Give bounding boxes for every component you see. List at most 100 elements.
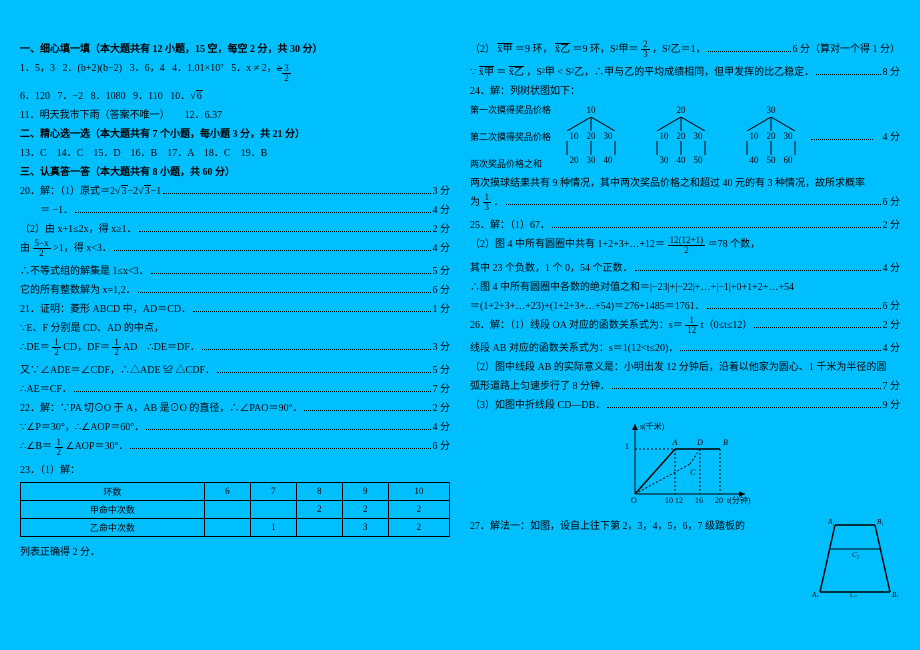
tree-branch-icon [741, 117, 801, 131]
points: 6 分 [433, 437, 451, 452]
text: 21．证明：菱形 ABCD 中，AD＝CD． [20, 300, 191, 315]
q24-line-1: 24．解：列树状图如下： [470, 82, 900, 97]
section-1-title: 一、细心填一填（本大题共有 12 小题，15 空，每空 2 分，共 30 分） [20, 40, 450, 55]
q21-line-1: 21．证明：菱形 ABCD 中，AD＝CD． 1 分 [20, 300, 450, 315]
text: ∵ x̄甲 ＝ x̄乙 ，S²甲 < S²乙，∴甲与乙的平均成绩相同，但甲发挥的… [470, 63, 814, 78]
q20-line-1: 20．解：（1）原式＝23−23−1 3 分 [20, 182, 450, 197]
dots [75, 205, 430, 213]
q25-line-4: ∴图 4 中所有圆圈中各数的绝对值之和＝|−23|+|−22|+…+|−1|+0… [470, 278, 900, 293]
tree-root: 20 [677, 105, 686, 115]
q24-line-3: 为 13 ． 6 分 [470, 193, 900, 212]
points: 5 分 [433, 361, 451, 376]
dots [707, 301, 881, 309]
text: 26．解：（1）线段 OA 对应的函数关系式为：s＝ 112 t（0≤t≤12） [470, 316, 752, 335]
q27-block: 27．解法一：如图，设自上往下第 2，3，4，5，6，7 级踏板的 A₁ B₁ … [470, 517, 900, 597]
text: 两次摸球结果共有 9 种情况，其中两次奖品价格之和超过 40 元的有 3 种情况… [470, 174, 865, 189]
cell [250, 500, 296, 518]
text: 25．解：（1）67． [470, 216, 550, 231]
tree-labels: 第一次摸得奖品价格 第二次摸得奖品价格 两次奖品价格之和 [470, 101, 551, 170]
q10: 10． [170, 87, 190, 102]
mc-answers: 13．C 14．C 15．D 16．B 17．A 18．C 19．B [20, 144, 450, 159]
points: 2 分 [883, 216, 901, 231]
points: 6 分 [883, 193, 901, 208]
q20-line-5: ∴不等式组的解集是 1≤x<3． 5 分 [20, 262, 450, 277]
score-table: 环数 6 7 8 9 10 甲命中次数 2 2 2 乙命中次数 1 3 2 [20, 482, 450, 537]
svg-text:A₈: A₈ [811, 591, 819, 597]
points: 6 分 [433, 281, 451, 296]
dots [552, 220, 881, 228]
text: ∴DE＝ 12 CD，DF＝ 12 AD ∴DE＝DF． [20, 338, 200, 357]
th: 6 [204, 482, 250, 500]
points: 2 分 [433, 220, 451, 235]
tree-branch-icon [561, 117, 621, 131]
svg-text:D: D [696, 438, 703, 447]
text: 三、认真答一答（本大题共有 8 小题，共 60 分） [20, 163, 235, 178]
q7: 7．−2 [58, 87, 84, 102]
tree-leaves: 10 20 30 [660, 131, 703, 141]
answers-row-2: 6．120 7．−2 8．1080 9．110 10． 6 [20, 87, 450, 102]
svg-text:A₁: A₁ [827, 518, 835, 526]
svg-text:s(千米): s(千米) [640, 421, 665, 431]
text: 24．解：列树状图如下： [470, 82, 580, 97]
text: 23．（1）解： [20, 461, 80, 476]
q20-line-3: （2）由 x+1≤2x，得 x≥1． 2 分 [20, 220, 450, 235]
dots [635, 263, 881, 271]
left-column: 一、细心填一填（本大题共有 12 小题，15 空，每空 2 分，共 30 分） … [20, 40, 450, 630]
q26-line-4: 弧形道路上匀速步行了 8 分钟． 7 分 [470, 377, 900, 392]
dots [612, 381, 881, 389]
svg-text:C₂: C₂ [852, 551, 860, 559]
dots [193, 304, 430, 312]
q25-line-5: ＝(1+2+3+…+23)+(1+2+3+…+54)＝276+1485＝1761… [470, 297, 900, 312]
q20-line-2: ＝ −1． 4 分 [20, 201, 450, 216]
dots [754, 320, 880, 328]
text: 线段 AB 对应的函数关系式为：s＝1(12<t≤20)． [470, 339, 678, 354]
tree-label-1: 第一次摸得奖品价格 [470, 103, 551, 116]
chart-svg: 1 A D B C O 10 12 16 20 s(千米) t(分钟) [615, 419, 755, 509]
points: 5 分 [433, 262, 451, 277]
q21-line-4: 又∵∠ADE＝∠CDF，∴△ADE ≌ △CDF． 5 分 [20, 361, 450, 376]
svg-text:C: C [690, 468, 696, 477]
q26-line-5: （3）如图中折线段 CD—DB． 9 分 [470, 396, 900, 411]
q6: 6．120 [20, 87, 50, 102]
svg-text:B: B [723, 438, 728, 447]
tree-branch-icon [651, 117, 711, 131]
th: 环数 [21, 482, 205, 500]
points: 4 分 [883, 339, 901, 354]
svg-text:C₈: C₈ [850, 591, 858, 597]
svg-text:1: 1 [625, 442, 629, 451]
q2: 2．(b+2)(b−2) [63, 59, 123, 74]
text: 又∵∠ADE＝∠CDF，∴△ADE ≌ △CDF． [20, 361, 215, 376]
cell [296, 518, 342, 536]
den: 2 [282, 74, 291, 83]
text: 由 5−x2 >1，得 x<3． [20, 239, 112, 258]
section-2-title: 二、精心选一选（本大题共有 7 个小题，每小题 3 分，共 21 分） [20, 125, 450, 140]
tree-leaves: 10 20 30 [570, 131, 613, 141]
points: 6 分（算对一个得 1 分） [793, 40, 901, 55]
tree-diagram: 10 10 20 30 20 30 40 20 10 [561, 105, 801, 165]
tree-group-1: 10 10 20 30 20 30 40 [561, 105, 621, 165]
text: 27．解法一：如图，设自上往下第 2，3，4，5，6，7 级踏板的 [470, 517, 745, 532]
q25-line-1: 25．解：（1）67． 2 分 [470, 216, 900, 231]
text: 22．解：∵PA 切⊙O 于 A，AB 是⊙O 的直径，∴∠PAO＝90°． [20, 399, 302, 414]
tree-group-2: 20 10 20 30 30 40 50 [651, 105, 711, 165]
tree-label-3: 两次奖品价格之和 [470, 157, 551, 170]
points: 6 分 [883, 297, 901, 312]
text: ∴∠B＝ 12 ∠AOP＝30°． [20, 437, 128, 456]
tree-stem-icon [741, 141, 801, 155]
dots [708, 44, 791, 52]
points: 3 分 [433, 182, 451, 197]
tree-sums: 30 40 50 [660, 155, 703, 165]
svg-text:10: 10 [665, 496, 673, 505]
q1: 1．5，3 [20, 59, 55, 74]
points: 1 分 [433, 300, 451, 315]
dots [811, 132, 872, 140]
th: 7 [250, 482, 296, 500]
points: 3 分 [433, 338, 451, 353]
q3: 3．6，4 [130, 59, 165, 74]
q25-line-2: （2）图 4 中所有圆圈中共有 1+2+3+…+12＝ 12(12+1)2 ＝7… [470, 235, 900, 254]
svg-text:O: O [631, 496, 637, 505]
text: （2）由 x+1≤2x，得 x≥1． [20, 220, 137, 235]
q9: 9．110 [133, 87, 163, 102]
svg-text:12: 12 [675, 496, 683, 505]
answers-row-3: 11．明天我市下雨（答案不唯一） 12．6.37 [20, 106, 450, 121]
